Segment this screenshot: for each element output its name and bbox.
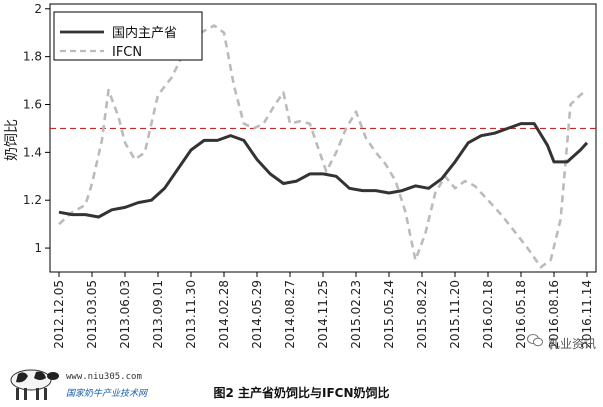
watermark: 乳业资讯 bbox=[548, 337, 597, 351]
x-tick-label: 2014.02.28 bbox=[217, 280, 231, 349]
x-tick-label: 2016.05.18 bbox=[514, 280, 528, 349]
x-tick-label: 2015.05.24 bbox=[382, 280, 396, 349]
y-tick-label: 1.6 bbox=[23, 98, 42, 112]
x-tick-label: 2016.02.18 bbox=[481, 280, 495, 349]
x-tick-label: 2015.08.22 bbox=[415, 280, 429, 349]
x-tick-label: 2015.11.20 bbox=[448, 280, 462, 349]
x-tick-label: 2013.11.30 bbox=[184, 280, 198, 349]
x-tick-label: 2013.06.03 bbox=[118, 280, 132, 349]
series-line-domestic bbox=[58, 122, 589, 219]
y-tick-label: 1.8 bbox=[23, 50, 42, 64]
cow-logo bbox=[10, 369, 59, 400]
x-axis: 2012.12.05 2013.03.05 2013.06.03 2013.09.01… bbox=[52, 272, 594, 349]
site-url: www.niu305.com bbox=[66, 372, 142, 382]
legend-label-domestic: 国内主产省 bbox=[112, 25, 177, 41]
x-tick-label: 2015.02.23 bbox=[349, 280, 363, 349]
x-tick-label: 2013.03.05 bbox=[85, 280, 99, 349]
y-tick-label: 1 bbox=[34, 241, 42, 255]
x-tick-label: 2016.11.14 bbox=[580, 280, 594, 349]
legend-box bbox=[53, 11, 203, 61]
x-tick-label: 2013.09.01 bbox=[151, 280, 165, 349]
wechat-icon bbox=[527, 334, 543, 347]
site-name: 国家奶牛产业技术网 bbox=[66, 389, 148, 399]
y-tick-label: 1.4 bbox=[23, 145, 42, 159]
figure-caption: 图2 主产省奶饲比与IFCN奶饲比 bbox=[213, 386, 390, 400]
y-axis: 1 1.2 1.4 1.6 1.8 2 bbox=[23, 2, 50, 255]
y-axis-label: 奶饲比 bbox=[4, 119, 20, 161]
x-tick-label: 2014.11.25 bbox=[316, 280, 330, 349]
legend: 国内主产省 IFCN bbox=[53, 11, 203, 61]
series-group bbox=[58, 24, 589, 269]
series-line-ifcn bbox=[58, 24, 588, 269]
legend-label-ifcn: IFCN bbox=[112, 45, 142, 60]
x-tick-label: 2012.12.05 bbox=[52, 280, 66, 349]
y-tick-label: 2 bbox=[34, 2, 42, 16]
x-tick-label: 2014.05.29 bbox=[250, 280, 264, 349]
x-tick-label: 2016.08.16 bbox=[547, 280, 561, 349]
x-tick-label: 2014.08.27 bbox=[283, 280, 297, 349]
y-tick-label: 1.2 bbox=[23, 193, 42, 207]
